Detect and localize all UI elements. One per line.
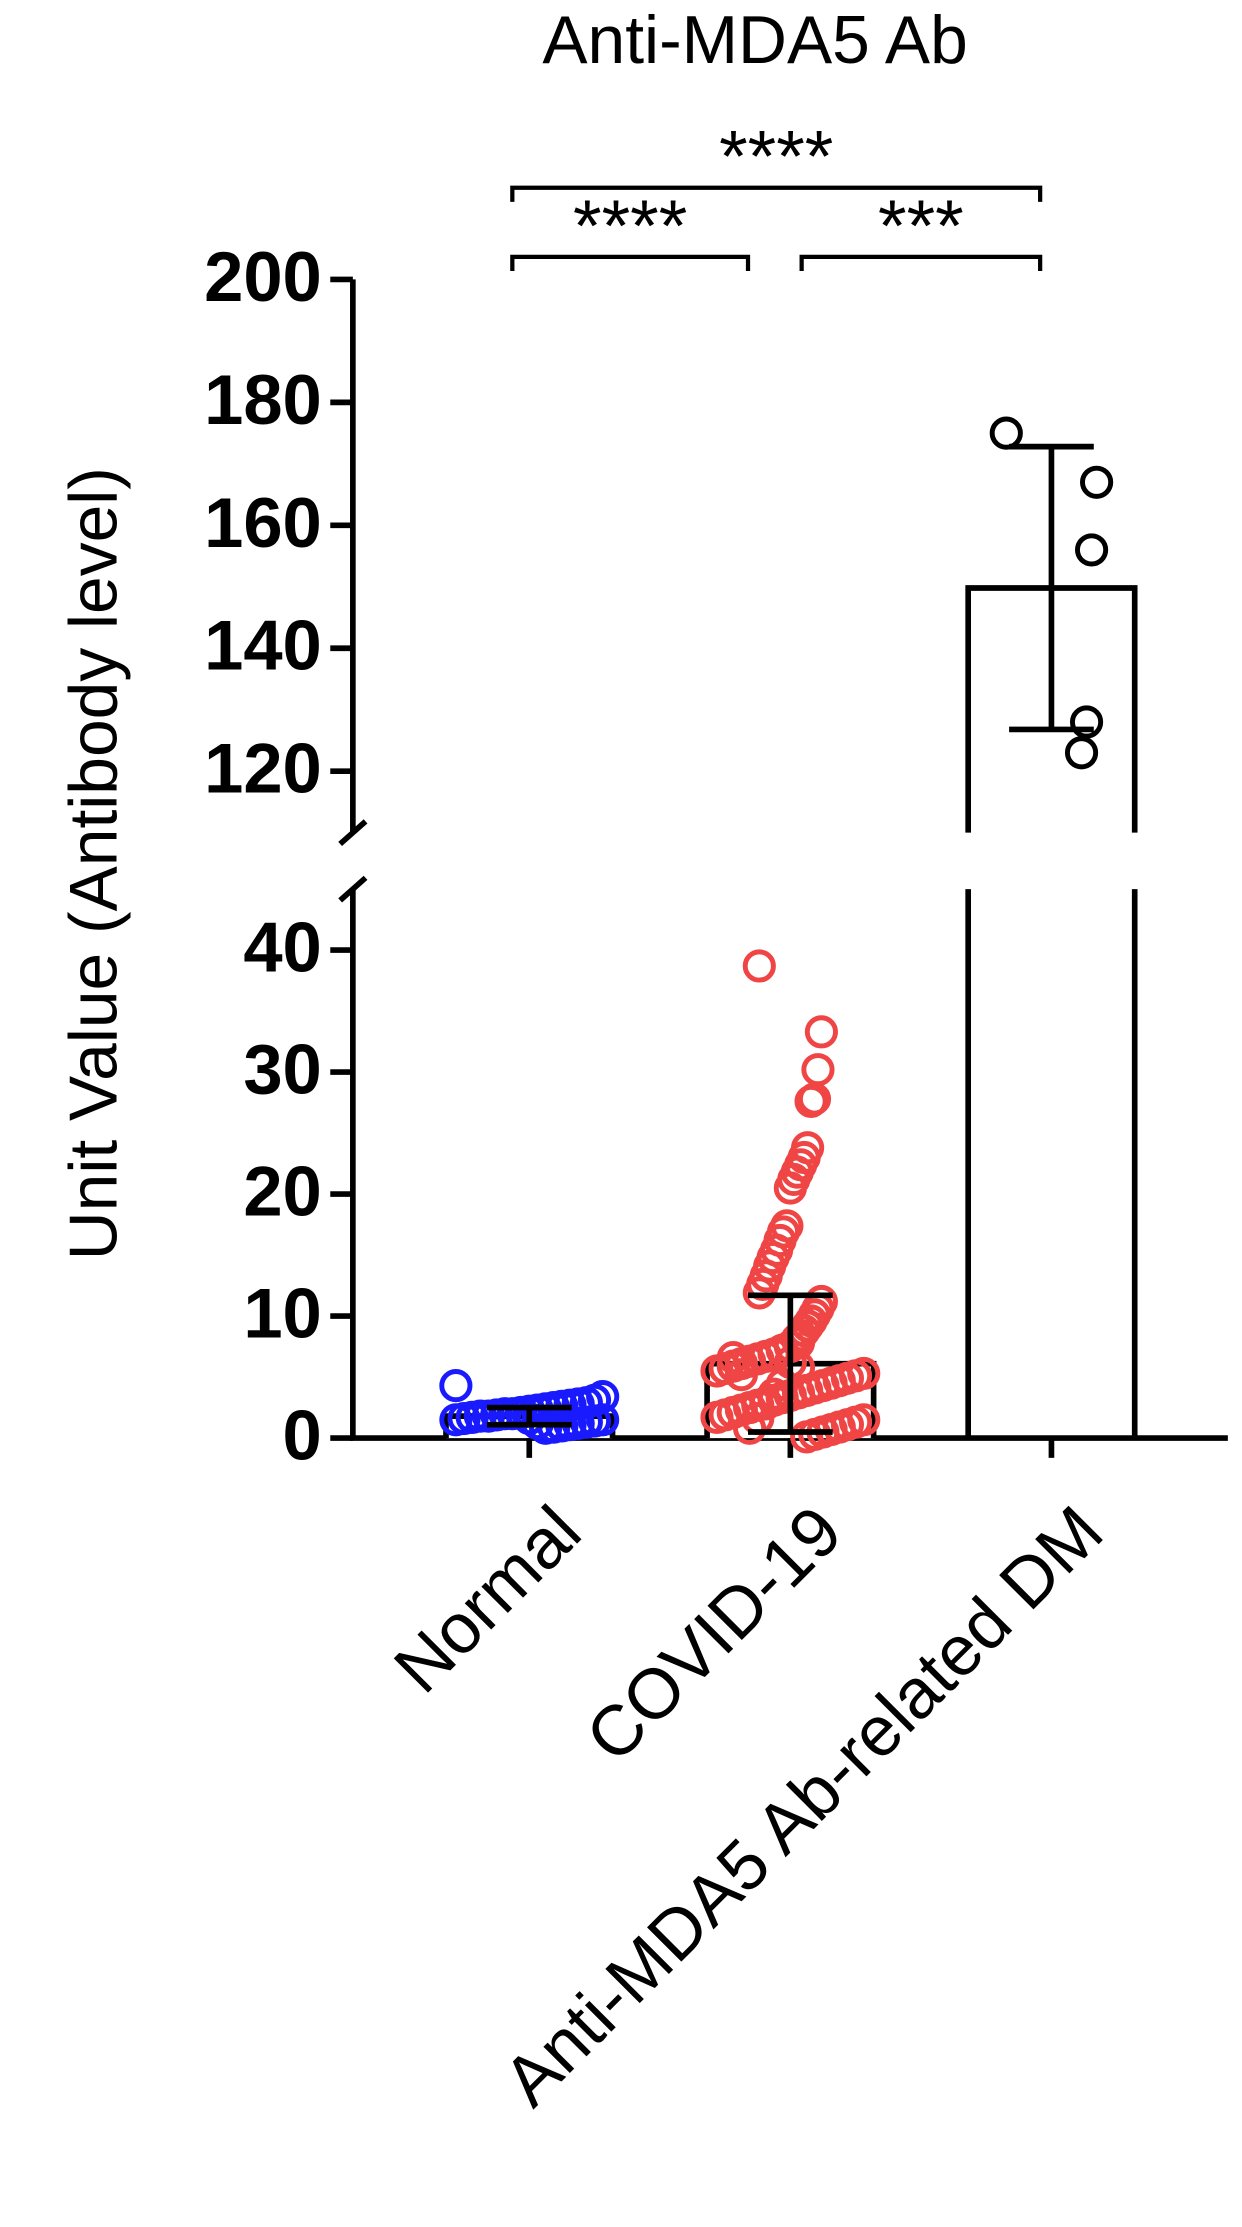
y-tick-label: 0 bbox=[283, 1396, 322, 1475]
significance-label: **** bbox=[573, 185, 687, 267]
data-point bbox=[790, 1420, 824, 1454]
x-tick-label: Normal bbox=[379, 1491, 596, 1708]
data-point bbox=[733, 1411, 767, 1445]
chart-title: Anti-MDA5 Ab bbox=[542, 3, 967, 78]
error-bar bbox=[486, 1404, 572, 1428]
significance-label: **** bbox=[719, 116, 833, 198]
significance-label: *** bbox=[878, 185, 964, 267]
y-tick-label: 180 bbox=[204, 360, 322, 439]
data-point bbox=[724, 1358, 759, 1392]
data-point bbox=[716, 1340, 750, 1375]
data-point bbox=[773, 1171, 807, 1205]
y-tick-label: 10 bbox=[243, 1274, 321, 1353]
y-tick-label: 40 bbox=[243, 908, 321, 987]
y-axis-label: Unit Value (Antibody level) bbox=[57, 467, 132, 1260]
significance-bracket bbox=[799, 254, 1043, 271]
y-tick-label: 200 bbox=[204, 237, 322, 316]
data-point bbox=[794, 1084, 828, 1118]
axis-break bbox=[338, 819, 368, 847]
significance-bracket bbox=[510, 254, 751, 271]
significance-bracket bbox=[510, 185, 1043, 202]
data-point bbox=[439, 1369, 473, 1403]
data-point bbox=[804, 1015, 838, 1049]
y-tick-label: 140 bbox=[204, 606, 322, 685]
data-point bbox=[512, 1401, 546, 1436]
data-point bbox=[1064, 736, 1099, 770]
error-bar bbox=[1009, 443, 1094, 733]
data-point bbox=[765, 1367, 799, 1401]
data-point bbox=[801, 1053, 835, 1087]
x-tick-label: COVID-19 bbox=[571, 1491, 857, 1777]
data-point bbox=[1080, 465, 1114, 499]
y-tick-label: 160 bbox=[204, 483, 322, 562]
data-point bbox=[700, 1400, 734, 1434]
y-tick-label: 30 bbox=[243, 1030, 321, 1109]
data-point bbox=[989, 416, 1023, 450]
y-tick-label: 20 bbox=[243, 1152, 321, 1231]
data-point bbox=[742, 949, 776, 983]
data-point bbox=[1075, 533, 1109, 567]
y-tick-label: 120 bbox=[204, 729, 322, 808]
axis-break bbox=[338, 875, 368, 903]
data-point bbox=[439, 1403, 473, 1437]
error-bar bbox=[748, 1292, 833, 1435]
